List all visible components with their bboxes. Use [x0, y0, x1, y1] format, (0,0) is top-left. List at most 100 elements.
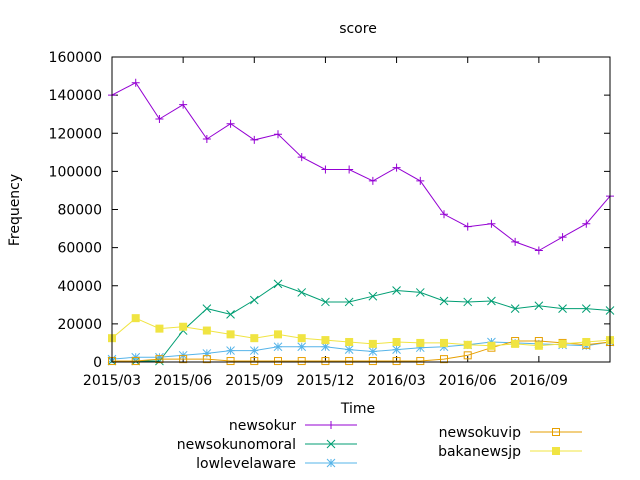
data-point [274, 130, 282, 139]
data-point [297, 288, 307, 297]
data-point [155, 114, 164, 123]
legend-swatch-marker [327, 421, 335, 429]
data-point [155, 324, 164, 333]
data-point [321, 336, 330, 345]
data-point [392, 337, 401, 346]
legend-entry: newsokuvip [439, 425, 582, 441]
data-point [368, 291, 378, 301]
data-point [345, 357, 354, 366]
y-tick-label: 0 [93, 355, 102, 371]
series-line [111, 317, 611, 347]
legend-label: lowlevelaware [196, 456, 296, 472]
legend-entry: bakanewsjp [438, 444, 582, 460]
data-point [274, 330, 282, 339]
y-tick-label: 140000 [49, 88, 102, 104]
data-point [534, 301, 544, 311]
data-point [226, 330, 235, 339]
data-point [392, 286, 401, 295]
series-line [111, 341, 611, 360]
x-tick-label: 2015/03 [83, 373, 141, 389]
data-point [297, 357, 306, 366]
data-point [273, 342, 283, 352]
data-point [179, 355, 188, 364]
data-point [273, 279, 283, 289]
legend-label: newsokur [229, 418, 296, 434]
data-point [558, 339, 567, 348]
series-line [111, 82, 611, 252]
data-point [249, 346, 259, 355]
data-point [368, 339, 377, 348]
y-tick-label: 100000 [49, 164, 102, 180]
data-point [321, 165, 330, 174]
data-point [344, 297, 354, 307]
data-point [558, 233, 567, 242]
data-point [440, 210, 448, 219]
x-tick-label: 2015/12 [296, 373, 354, 389]
data-point [226, 119, 235, 128]
legend-entry: lowlevelaware [196, 456, 357, 472]
data-point [416, 176, 425, 185]
data-point [415, 288, 425, 297]
data-point [463, 297, 473, 307]
data-point [534, 341, 543, 350]
legend-swatch-marker [326, 458, 336, 468]
data-point [131, 78, 140, 87]
legend-label: newsokuvip [439, 425, 522, 441]
data-point [202, 134, 211, 143]
data-point [131, 314, 140, 323]
series-line [112, 283, 611, 362]
data-point [534, 246, 543, 255]
legend-swatch-marker [552, 447, 560, 455]
series-layer [107, 78, 615, 366]
x-axis-ticks: 2015/03 2015/06 2015/09 2015/12 2016/03 2016/… [83, 57, 568, 389]
data-point [131, 357, 140, 366]
data-point [392, 357, 401, 366]
data-point [345, 165, 354, 174]
data-point [297, 342, 307, 352]
data-point [321, 297, 330, 307]
data-point [487, 296, 496, 306]
data-point [439, 296, 449, 306]
data-point [368, 347, 378, 356]
data-point [581, 304, 591, 313]
data-point [582, 337, 591, 346]
y-tick-label: 160000 [49, 50, 102, 66]
data-point [344, 345, 354, 354]
data-point [440, 338, 448, 347]
data-point [202, 349, 212, 358]
data-point [155, 355, 164, 364]
x-tick-label: 2015/09 [225, 373, 283, 389]
y-axis-ticks: 0 20000 40000 60000 80000 100000 120000 140000 1… [49, 50, 610, 371]
data-point [368, 176, 377, 185]
data-point [249, 295, 259, 305]
x-axis-label: Time [340, 401, 375, 417]
data-point [487, 219, 496, 228]
series-newsokur [108, 78, 614, 255]
data-point [202, 326, 211, 335]
x-tick-label: 2016/03 [367, 373, 425, 389]
data-point [297, 334, 306, 343]
data-point [345, 337, 354, 346]
series-line [112, 340, 611, 362]
data-point [226, 309, 235, 319]
legend-label: bakanewsjp [438, 444, 521, 460]
data-point [155, 352, 164, 362]
data-point [392, 163, 401, 172]
series-newsokunomoral [107, 279, 615, 366]
x-tick-label: 2016/06 [439, 373, 497, 389]
x-tick-label: 2015/06 [154, 373, 212, 389]
data-point [250, 135, 259, 144]
data-point [487, 341, 496, 350]
y-tick-label: 40000 [57, 279, 102, 295]
data-point [297, 153, 306, 162]
data-point [202, 355, 211, 364]
data-point [250, 357, 259, 366]
y-tick-label: 120000 [49, 126, 102, 142]
data-point [321, 342, 330, 352]
legend-swatch-marker [552, 428, 560, 436]
data-point [463, 351, 472, 360]
data-point [415, 343, 425, 353]
legend-swatch-marker [326, 439, 336, 449]
data-point [226, 357, 235, 366]
